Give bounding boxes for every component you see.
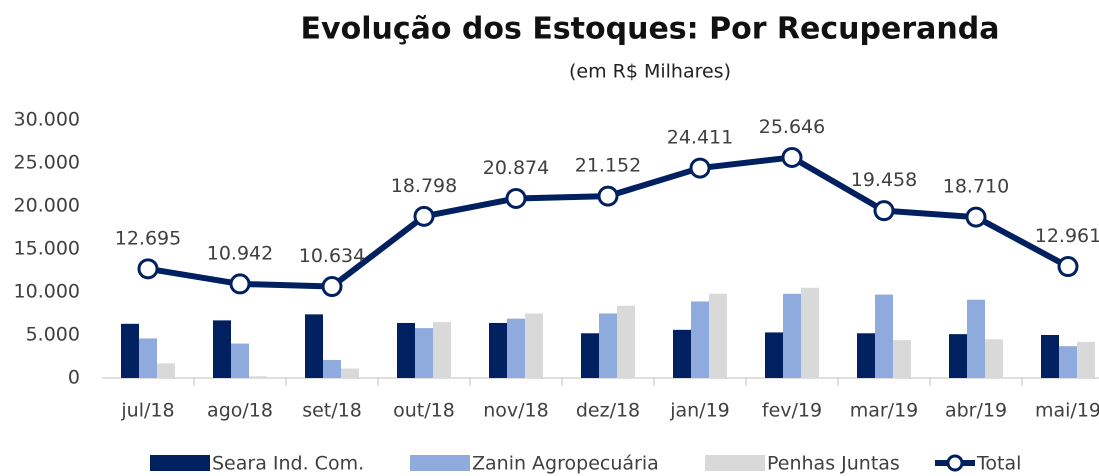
y-tick-label: 0 — [68, 367, 80, 389]
bar — [489, 322, 507, 378]
legend-label: Penhas Juntas — [767, 453, 900, 475]
legend-swatch — [705, 455, 765, 471]
bar — [765, 332, 783, 378]
x-tick-label: jul/18 — [120, 400, 174, 422]
bar — [985, 339, 1003, 378]
bar — [525, 313, 543, 378]
bar — [323, 359, 341, 378]
chart-subtitle: (em R$ Milhares) — [569, 61, 731, 83]
total-marker — [321, 276, 343, 298]
bar — [213, 320, 231, 378]
total-marker — [689, 157, 711, 179]
data-label: 10.942 — [207, 242, 273, 264]
legend-label: Zanin Agropecuária — [472, 453, 659, 475]
y-tick-label: 20.000 — [14, 195, 80, 217]
bar — [1077, 341, 1095, 378]
data-label: 25.646 — [759, 116, 825, 138]
bar — [121, 323, 139, 378]
bar — [691, 301, 709, 378]
x-tick-label: fev/19 — [762, 400, 822, 422]
bar — [875, 294, 893, 378]
bar — [709, 293, 727, 378]
chart-title: Evolução dos Estoques: Por Recuperanda — [301, 12, 1000, 47]
bar — [397, 322, 415, 378]
data-label: 18.798 — [391, 175, 457, 197]
x-tick-label: abr/19 — [945, 400, 1007, 422]
total-marker — [781, 146, 803, 168]
bar — [673, 329, 691, 378]
total-marker — [505, 187, 527, 209]
total-marker — [413, 205, 435, 227]
bar — [857, 333, 875, 378]
bar — [617, 305, 635, 378]
x-tick-label: out/18 — [393, 400, 455, 422]
legend-swatch — [946, 454, 964, 472]
bar — [249, 376, 267, 378]
legend-swatch — [150, 455, 210, 471]
y-tick-label: 5.000 — [26, 324, 80, 346]
bar — [1059, 346, 1077, 378]
data-label: 19.458 — [851, 169, 917, 191]
x-tick-label: mai/19 — [1035, 400, 1099, 422]
bar — [305, 314, 323, 378]
bar — [599, 313, 617, 378]
data-label: 18.710 — [943, 176, 1009, 198]
bar — [139, 338, 157, 378]
legend-label: Seara Ind. Com. — [212, 453, 364, 475]
x-tick-label: set/18 — [302, 400, 362, 422]
x-tick-label: dez/18 — [576, 400, 640, 422]
data-label: 24.411 — [667, 127, 733, 149]
total-marker — [1057, 256, 1079, 278]
y-tick-label: 10.000 — [14, 281, 80, 303]
bar — [801, 287, 819, 378]
y-tick-label: 30.000 — [14, 109, 80, 131]
bar — [581, 333, 599, 378]
bar — [433, 322, 451, 378]
legend-swatch — [410, 455, 470, 471]
y-tick-label: 15.000 — [14, 238, 80, 260]
bar — [415, 328, 433, 378]
total-marker — [873, 200, 895, 222]
bar — [507, 318, 525, 378]
x-tick-label: nov/18 — [483, 400, 549, 422]
bar — [967, 299, 985, 378]
bar — [783, 293, 801, 378]
total-line — [147, 154, 1070, 290]
bar — [893, 340, 911, 378]
x-tick-label: ago/18 — [207, 400, 273, 422]
y-tick-label: 25.000 — [14, 152, 80, 174]
bar — [341, 368, 359, 378]
bar — [231, 343, 249, 378]
data-label: 21.152 — [575, 155, 641, 177]
total-marker — [965, 206, 987, 228]
x-tick-label: mar/19 — [850, 400, 919, 422]
x-tick-label: jan/19 — [669, 400, 730, 422]
data-label: 12.961 — [1035, 225, 1099, 247]
data-label: 20.874 — [483, 157, 549, 179]
total-marker — [137, 258, 159, 280]
data-label: 12.695 — [115, 227, 181, 249]
bar — [1041, 335, 1059, 378]
bar — [949, 334, 967, 378]
bar — [157, 363, 175, 378]
total-marker — [229, 273, 251, 295]
legend-label: Total — [976, 453, 1021, 475]
data-label: 10.634 — [299, 245, 365, 267]
total-marker — [597, 185, 619, 207]
